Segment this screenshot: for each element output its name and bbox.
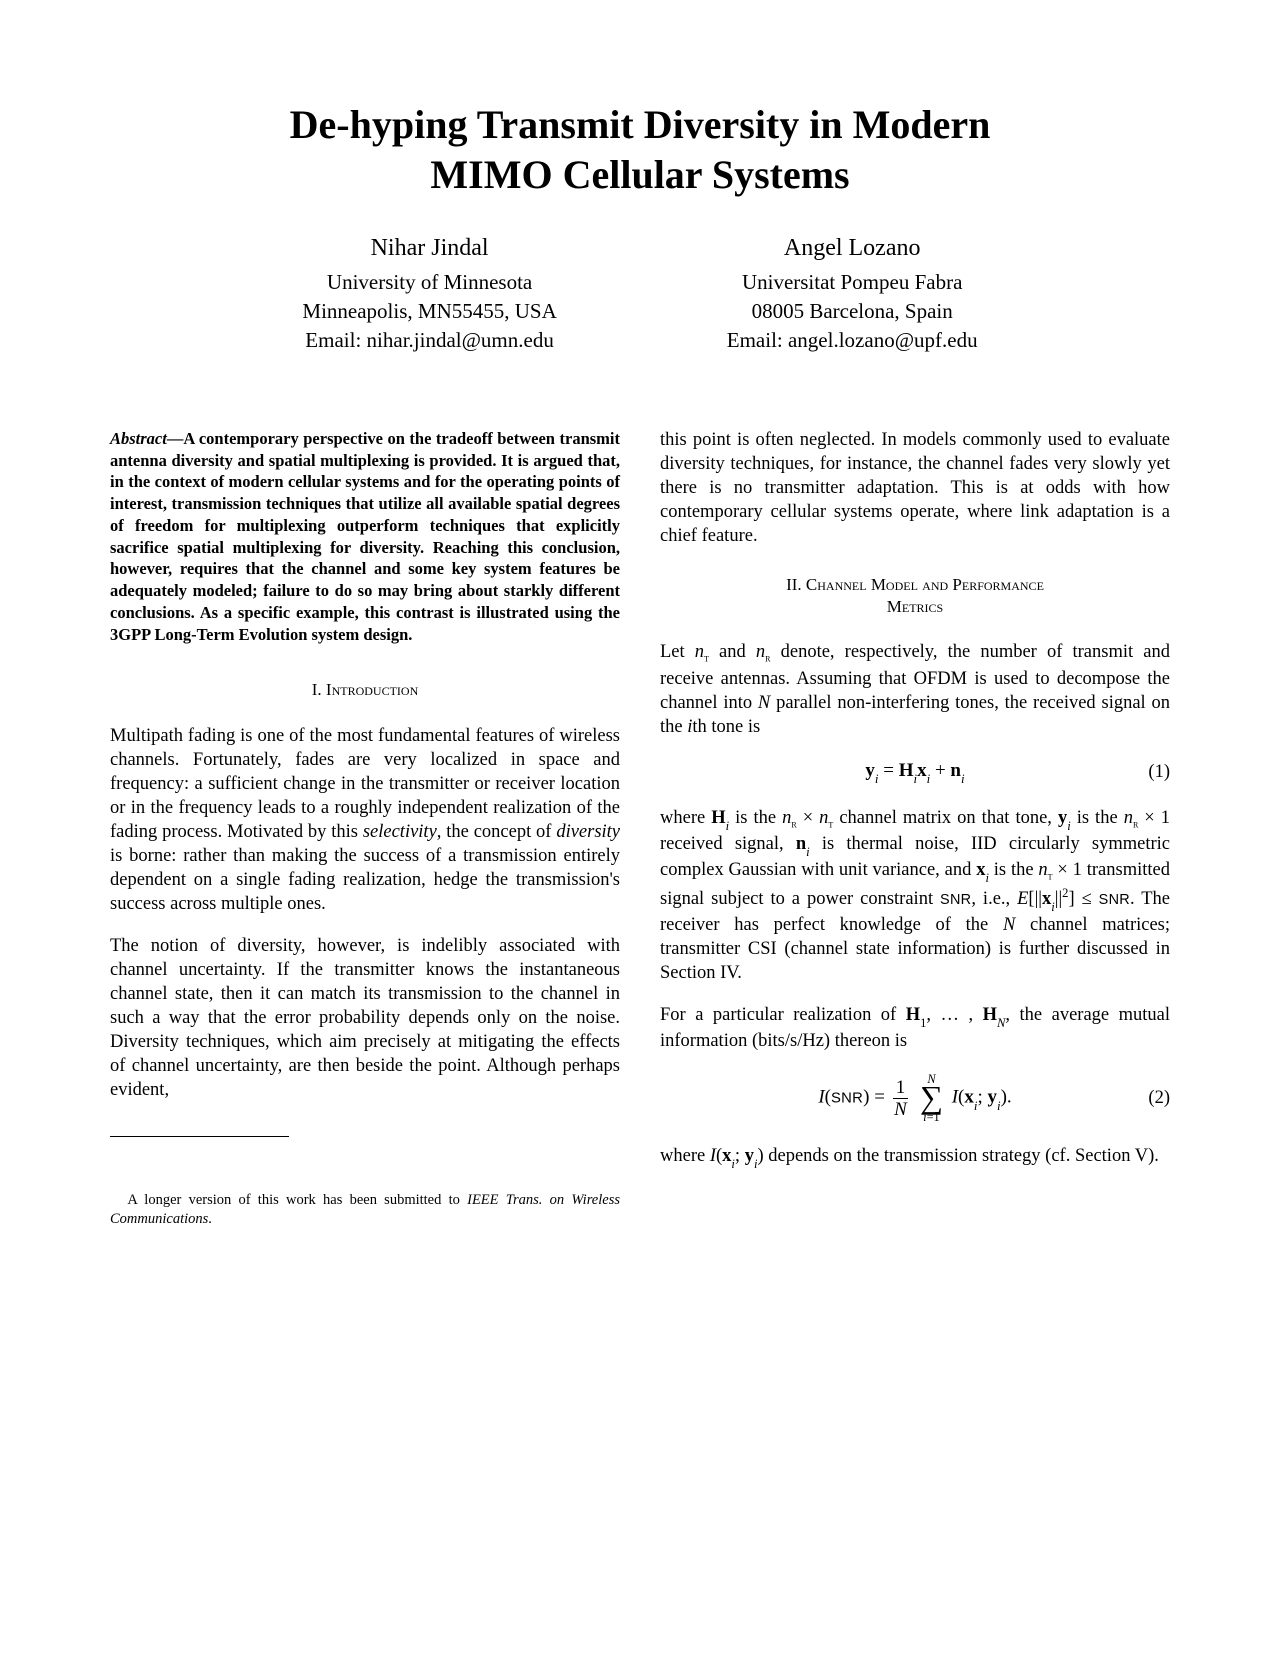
col2-para-4: For a particular realization of H1, … , …: [660, 1003, 1170, 1053]
c2p2a: Let: [660, 642, 695, 662]
author-1-name: Nihar Jindal: [302, 232, 556, 266]
c2p2b: and: [709, 642, 756, 662]
eq1-body: yi = Hixi + ni: [865, 759, 964, 786]
authors-block: Nihar Jindal University of Minnesota Min…: [110, 232, 1170, 356]
sym-H1: H: [906, 1005, 920, 1025]
sym-xi2: x: [1042, 889, 1051, 909]
section-2-num: II.: [786, 575, 802, 594]
eq1-y: y: [865, 760, 875, 781]
col2-para-5: where I(xi; yi) depends on the transmiss…: [660, 1144, 1170, 1170]
equation-2: I(SNR) = 1N N∑i=1 I(xi; yi). (2): [660, 1073, 1170, 1124]
c2p5a: where: [660, 1146, 710, 1166]
c2p3b: is the: [729, 808, 782, 828]
abstract-label: Abstract: [110, 429, 167, 448]
sym-nr: n: [756, 642, 765, 662]
eq1-number: (1): [1148, 760, 1170, 784]
author-2-affil: Universitat Pompeu Fabra: [727, 268, 978, 297]
sym-nr3: n: [1124, 808, 1133, 828]
sym-N2: N: [1003, 915, 1015, 935]
section-2-title-b: Metrics: [887, 597, 943, 616]
intro-p1c: is borne: rather than making the success…: [110, 846, 620, 914]
abstract: Abstract—A contemporary perspective on t…: [110, 428, 620, 646]
sym-E: E: [1017, 889, 1028, 909]
intro-para-2: The notion of diversity, however, is ind…: [110, 934, 620, 1102]
sym-HN: H: [983, 1005, 997, 1025]
author-2: Angel Lozano Universitat Pompeu Fabra 08…: [727, 232, 978, 356]
sym-ni: n: [796, 834, 806, 854]
section-1-num: I.: [312, 680, 322, 699]
c2p4a: For a particular realization of: [660, 1005, 906, 1025]
sym-nt: n: [695, 642, 704, 662]
eq2-snr: SNR: [831, 1091, 863, 1107]
eq1-H: H: [899, 760, 914, 781]
eq1-x: x: [917, 760, 927, 781]
eq2-Ixy: I: [952, 1087, 958, 1108]
c2p2e: th tone is: [692, 717, 760, 737]
intro-p1-diversity: diversity: [556, 822, 620, 842]
eq2-number: (2): [1148, 1086, 1170, 1110]
right-column: this point is often neglected. In models…: [660, 428, 1170, 1229]
eq2-body: I(SNR) = 1N N∑i=1 I(xi; yi).: [818, 1073, 1011, 1124]
sym-Hi: H: [711, 808, 725, 828]
author-2-name: Angel Lozano: [727, 232, 978, 266]
intro-para-1: Multipath fading is one of the most fund…: [110, 724, 620, 916]
c2p5b: depends on the transmission strategy (cf…: [764, 1146, 1159, 1166]
paper-page: De-hyping Transmit Diversity in Modern M…: [0, 0, 1280, 1656]
c2p3i: , i.e.,: [971, 889, 1017, 909]
sym-Ixy2: I: [710, 1146, 716, 1166]
author-2-email: Email: angel.lozano@upf.edu: [727, 326, 978, 355]
footnote-rule: [110, 1136, 289, 1137]
eq2-sum: N∑i=1: [920, 1073, 943, 1124]
intro-p1b: , the concept of: [437, 822, 557, 842]
paper-title: De-hyping Transmit Diversity in Modern M…: [110, 100, 1170, 200]
left-column: Abstract—A contemporary perspective on t…: [110, 428, 620, 1229]
title-line-1: De-hyping Transmit Diversity in Modern: [290, 102, 991, 147]
sym-N: N: [758, 693, 770, 713]
author-1-addr: Minneapolis, MN55455, USA: [302, 297, 556, 326]
intro-p1-selectivity: selectivity: [363, 822, 437, 842]
footnote-a: A longer version of this work has been s…: [127, 1192, 467, 1208]
author-2-addr: 08005 Barcelona, Spain: [727, 297, 978, 326]
eq2-I: I: [818, 1087, 824, 1108]
c2p3d: is the: [1071, 808, 1124, 828]
c2p3c: channel matrix on that tone,: [833, 808, 1058, 828]
sym-snr2: SNR: [1099, 892, 1130, 908]
two-column-body: Abstract—A contemporary perspective on t…: [110, 428, 1170, 1229]
section-1-heading: I. Introduction: [110, 679, 620, 701]
section-2-heading: II. Channel Model and Performance Metric…: [660, 574, 1170, 618]
footnote-c: .: [208, 1211, 212, 1227]
col2-para-2: Let nt and nr denote, respectively, the …: [660, 640, 1170, 739]
eq1-n: n: [950, 760, 961, 781]
abstract-text: —A contemporary perspective on the trade…: [110, 429, 620, 644]
title-line-2: MIMO Cellular Systems: [430, 152, 849, 197]
c2p3e: received signal,: [660, 834, 796, 854]
c2p3a: where: [660, 808, 711, 828]
author-1-email: Email: nihar.jindal@umn.edu: [302, 326, 556, 355]
sym-nr2: n: [782, 808, 791, 828]
equation-1: yi = Hixi + ni (1): [660, 759, 1170, 786]
col2-para-1: this point is often neglected. In models…: [660, 428, 1170, 548]
author-1: Nihar Jindal University of Minnesota Min…: [302, 232, 556, 356]
footnote: A longer version of this work has been s…: [110, 1191, 620, 1229]
c2p3g: is the: [989, 860, 1038, 880]
author-1-affil: University of Minnesota: [302, 268, 556, 297]
section-2-title-a: Channel Model and Performance: [806, 575, 1044, 594]
section-1-title: Introduction: [326, 680, 418, 699]
eq2-frac: 1N: [893, 1078, 909, 1119]
col2-para-3: where Hi is the nr × nt channel matrix o…: [660, 806, 1170, 986]
sym-yi: y: [1058, 808, 1067, 828]
sym-nt3: n: [1038, 860, 1047, 880]
sym-snr: SNR: [940, 892, 971, 908]
